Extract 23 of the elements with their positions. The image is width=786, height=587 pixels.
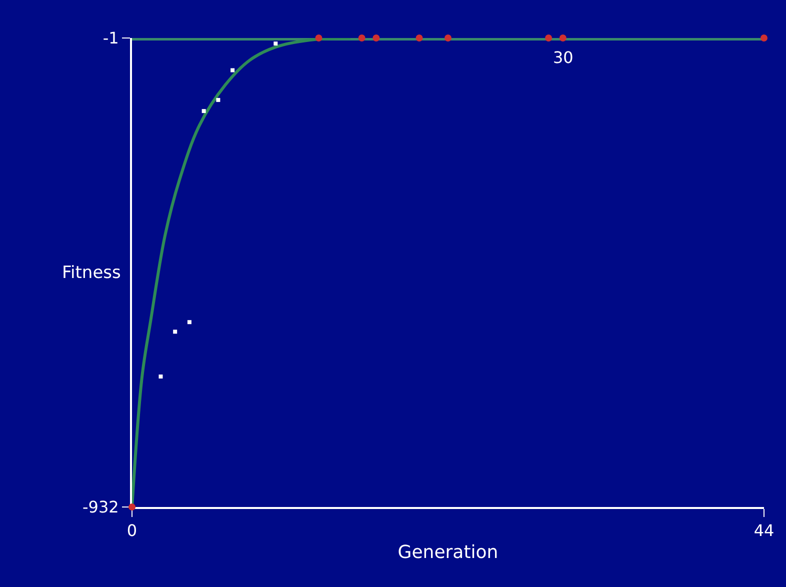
- x-tick-label: 44: [754, 521, 774, 540]
- point: [416, 34, 423, 42]
- point: [173, 330, 178, 334]
- point: [230, 68, 235, 72]
- annotation: 30: [553, 48, 574, 67]
- point: [128, 504, 136, 510]
- y-axis-title: Fitness: [62, 263, 122, 283]
- y-tick-label: -1: [102, 28, 119, 48]
- point: [274, 42, 278, 46]
- point: [202, 109, 206, 114]
- x-tick-label: 0: [126, 521, 138, 540]
- point: [158, 374, 163, 379]
- point: [315, 34, 322, 42]
- x-axis-title: Generation: [398, 542, 498, 563]
- point: [444, 34, 452, 42]
- y-tick-label: -932: [82, 498, 119, 517]
- point: [358, 34, 366, 42]
- point: [216, 98, 220, 102]
- point: [545, 34, 552, 42]
- point: [559, 34, 566, 42]
- point: [372, 34, 380, 42]
- point: [187, 320, 192, 324]
- point: [760, 34, 768, 42]
